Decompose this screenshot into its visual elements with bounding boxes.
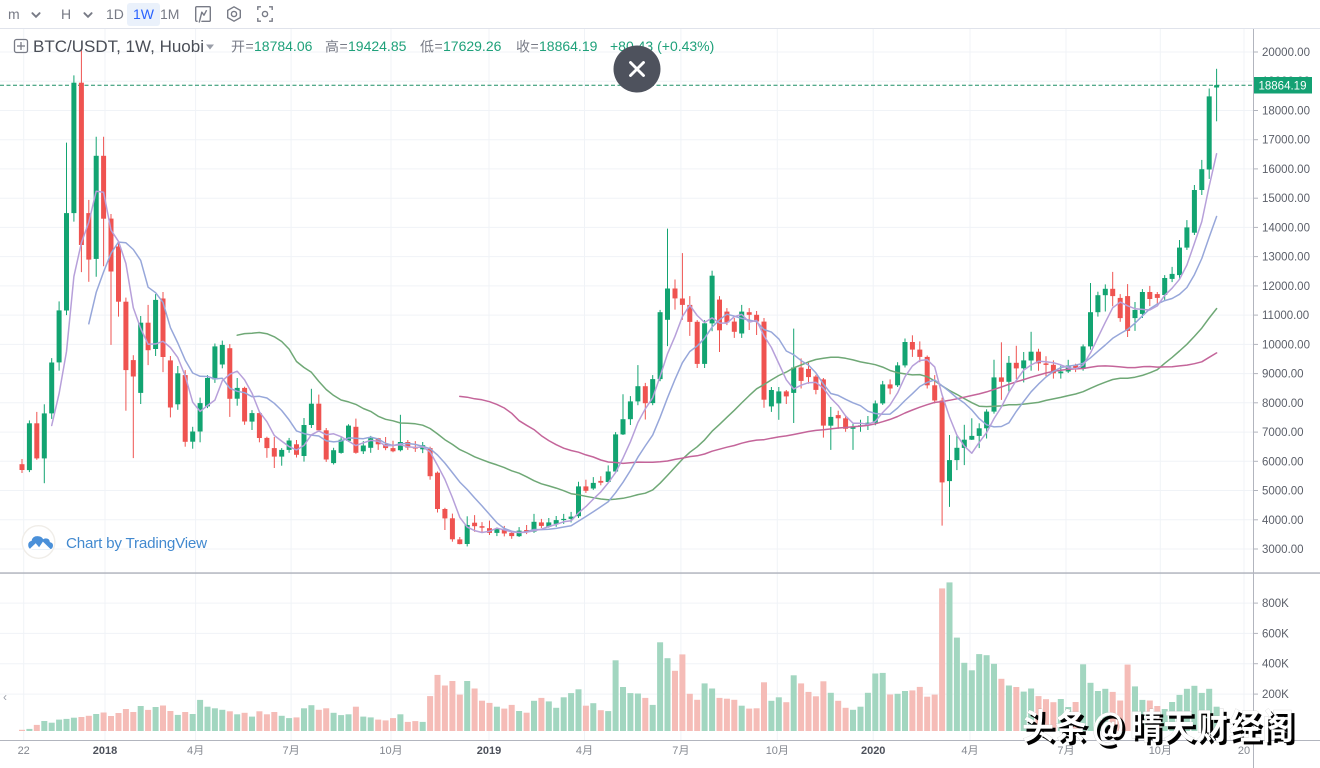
svg-text:4: 4 bbox=[187, 745, 193, 757]
svg-text:6000.00: 6000.00 bbox=[1262, 456, 1304, 468]
svg-text:17629.26: 17629.26 bbox=[443, 38, 502, 54]
svg-text:3000.00: 3000.00 bbox=[1262, 544, 1304, 556]
svg-text:200K: 200K bbox=[1262, 689, 1289, 701]
svg-text:5000.00: 5000.00 bbox=[1262, 486, 1304, 498]
svg-text:7: 7 bbox=[1057, 745, 1063, 757]
svg-text:15000.00: 15000.00 bbox=[1262, 193, 1310, 205]
svg-text:17000.00: 17000.00 bbox=[1262, 135, 1310, 147]
svg-text:7: 7 bbox=[283, 745, 289, 757]
svg-text:600K: 600K bbox=[1262, 628, 1289, 640]
svg-text:BTC/USDT, 1W, Huobi: BTC/USDT, 1W, Huobi bbox=[33, 37, 204, 56]
svg-text:10: 10 bbox=[1149, 745, 1161, 757]
svg-text:10: 10 bbox=[766, 745, 778, 757]
svg-text:4: 4 bbox=[576, 745, 582, 757]
svg-text:2018: 2018 bbox=[93, 745, 117, 757]
svg-text:=: = bbox=[246, 38, 254, 54]
svg-text:800K: 800K bbox=[1262, 598, 1289, 610]
svg-text:20000.00: 20000.00 bbox=[1262, 47, 1310, 59]
svg-text:18864.19: 18864.19 bbox=[1259, 81, 1307, 93]
svg-text:11000.00: 11000.00 bbox=[1262, 310, 1309, 322]
svg-text:18000.00: 18000.00 bbox=[1262, 106, 1310, 118]
svg-text:7: 7 bbox=[672, 745, 678, 757]
svg-text:12000.00: 12000.00 bbox=[1262, 281, 1310, 293]
svg-text:2020: 2020 bbox=[861, 745, 885, 757]
svg-text:18784.06: 18784.06 bbox=[254, 38, 313, 54]
svg-text:=: = bbox=[340, 38, 348, 54]
svg-text:14000.00: 14000.00 bbox=[1262, 222, 1310, 234]
svg-text:‹: ‹ bbox=[3, 690, 7, 704]
svg-text:10: 10 bbox=[379, 745, 391, 757]
svg-text:=: = bbox=[435, 38, 443, 54]
svg-text:20: 20 bbox=[1238, 745, 1250, 757]
svg-text:4: 4 bbox=[961, 745, 967, 757]
svg-text:=: = bbox=[531, 38, 539, 54]
svg-text:7000.00: 7000.00 bbox=[1262, 427, 1304, 439]
svg-text:13000.00: 13000.00 bbox=[1262, 252, 1310, 264]
svg-text:10000.00: 10000.00 bbox=[1262, 339, 1310, 351]
svg-text:18864.19: 18864.19 bbox=[539, 38, 598, 54]
svg-text:4000.00: 4000.00 bbox=[1262, 515, 1304, 527]
svg-text:8000.00: 8000.00 bbox=[1262, 398, 1304, 410]
svg-text:Chart by TradingView: Chart by TradingView bbox=[66, 535, 207, 552]
svg-text:16000.00: 16000.00 bbox=[1262, 164, 1310, 176]
svg-text:2019: 2019 bbox=[477, 745, 501, 757]
svg-text:9000.00: 9000.00 bbox=[1262, 369, 1304, 381]
svg-text:400K: 400K bbox=[1262, 659, 1289, 671]
svg-text:22: 22 bbox=[18, 745, 30, 757]
svg-text:19424.85: 19424.85 bbox=[348, 38, 407, 54]
